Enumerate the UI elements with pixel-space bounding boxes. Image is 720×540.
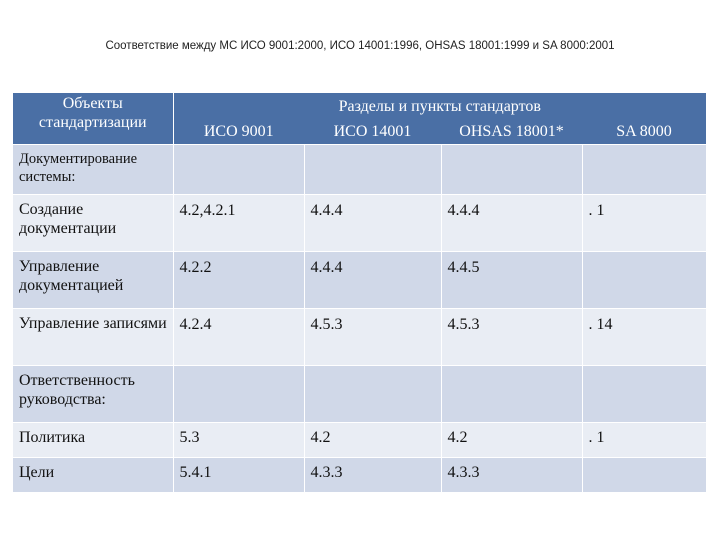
table-row: Ответственность руководства: — [13, 365, 707, 423]
cell-value — [582, 144, 707, 195]
cell-value: . 1 — [582, 422, 707, 458]
cell-value: 5.4.1 — [173, 457, 305, 492]
header-standard: ИСО 14001 — [304, 119, 441, 145]
row-object: Ответственность руководства: — [13, 365, 174, 423]
row-object: Управление записями — [13, 308, 174, 366]
table-row: Цели 5.4.1 4.3.3 4.3.3 — [13, 457, 707, 492]
table-row: Политика 5.3 4.2 4.2 . 1 — [13, 422, 707, 458]
cell-value — [173, 365, 305, 423]
cell-value: . 14 — [582, 308, 707, 366]
cell-value: 4.4.5 — [441, 251, 583, 309]
cell-value: 4.4.4 — [304, 251, 442, 309]
cell-value: 4.4.4 — [441, 194, 583, 252]
cell-value: 4.5.3 — [304, 308, 442, 366]
cell-value — [582, 457, 707, 492]
cell-value: 4.2.4 — [173, 308, 305, 366]
header-sections: Разделы и пункты стандартов — [173, 93, 707, 119]
slide-title: Соответствие между МС ИСО 9001:2000, ИСО… — [105, 40, 615, 52]
table-row: Документирование системы: — [13, 144, 707, 195]
cell-value — [441, 365, 583, 423]
row-object: Документирование системы: — [13, 144, 174, 195]
header-standard: ИСО 9001 — [173, 119, 304, 145]
cell-value: . 1 — [582, 194, 707, 252]
cell-value — [173, 144, 305, 195]
cell-value — [582, 251, 707, 309]
header-standard: SA 8000 — [582, 119, 707, 145]
cell-value — [304, 365, 442, 423]
table-row: Управление документацией 4.2.2 4.4.4 4.4… — [13, 251, 707, 309]
cell-value — [582, 365, 707, 423]
row-object: Создание документации — [13, 194, 174, 252]
cell-value: 4.5.3 — [441, 308, 583, 366]
table-row: Управление записями 4.2.4 4.5.3 4.5.3 . … — [13, 308, 707, 366]
row-object: Цели — [13, 457, 174, 492]
header-objects: Объекты стандартизации — [13, 93, 174, 145]
cell-value: 4.3.3 — [441, 457, 583, 492]
cell-value: 4.3.3 — [304, 457, 442, 492]
cell-value: 5.3 — [173, 422, 305, 458]
cell-value: 4.2 — [441, 422, 583, 458]
cell-value — [304, 144, 442, 195]
table-row: Создание документации 4.2,4.2.1 4.4.4 4.… — [13, 194, 707, 252]
row-object: Управление документацией — [13, 251, 174, 309]
header-standard: OHSAS 18001* — [441, 119, 582, 145]
standards-table: Объекты стандартизации Разделы и пункты … — [13, 93, 707, 492]
cell-value: 4.2,4.2.1 — [173, 194, 305, 252]
cell-value: 4.2 — [304, 422, 442, 458]
cell-value: 4.4.4 — [304, 194, 442, 252]
cell-value — [441, 144, 583, 195]
row-object: Политика — [13, 422, 174, 458]
cell-value: 4.2.2 — [173, 251, 305, 309]
